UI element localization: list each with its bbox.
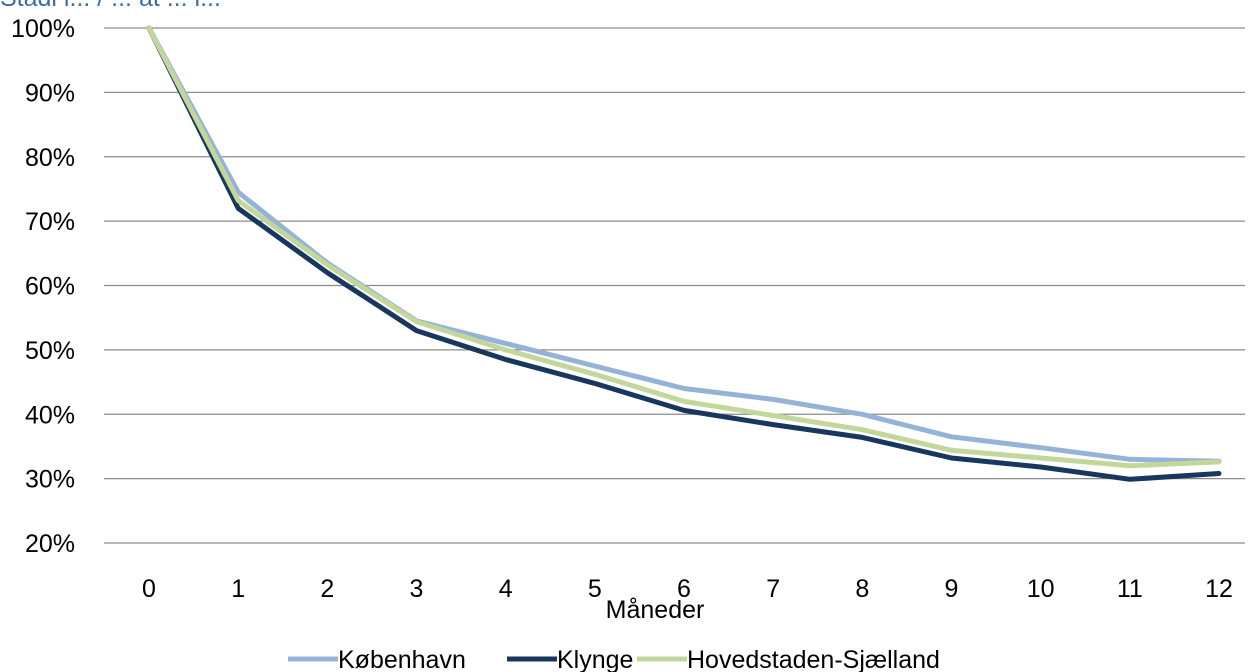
x-axis-tick-labels: 0 1 2 3 4 5 6 7 8 9 10 11 12	[142, 575, 1233, 603]
y-tick-label: 50%	[25, 337, 75, 365]
legend: København Klynge Hovedstaden-Sjælland	[288, 646, 940, 672]
legend-label: Hovedstaden-Sjælland	[687, 646, 940, 672]
x-tick-label: 9	[945, 575, 959, 603]
legend-label: Klynge	[557, 646, 633, 672]
y-axis-tick-labels: 20% 30% 40% 50% 60% 70% 80% 90% 100%	[11, 15, 75, 558]
y-tick-label: 30%	[25, 466, 75, 494]
x-tick-label: 8	[855, 575, 869, 603]
y-tick-label: 70%	[25, 208, 75, 236]
legend-label: København	[338, 646, 466, 672]
y-tick-label: 20%	[25, 530, 75, 558]
series-line	[146, 25, 1222, 482]
x-tick-label: 3	[410, 575, 424, 603]
x-tick-label: 1	[231, 575, 245, 603]
x-axis-title: Måneder	[606, 596, 705, 624]
gridlines	[104, 27, 1245, 544]
y-tick-label: 100%	[11, 15, 75, 43]
y-tick-label: 60%	[25, 273, 75, 301]
y-tick-label: 40%	[25, 401, 75, 429]
x-tick-label: 6	[677, 575, 691, 603]
top-partial-text: Stadi i... / ... at ... i...	[0, 0, 221, 12]
x-tick-label: 7	[766, 575, 780, 603]
x-tick-label: 0	[142, 575, 156, 603]
x-tick-label: 12	[1205, 575, 1233, 603]
y-tick-label: 90%	[25, 79, 75, 107]
x-tick-label: 10	[1027, 575, 1055, 603]
x-tick-label: 5	[588, 575, 602, 603]
series-line	[146, 25, 1222, 469]
y-tick-label: 80%	[25, 144, 75, 172]
series-lines	[146, 25, 1222, 482]
x-tick-label: 4	[499, 575, 513, 603]
x-tick-label: 2	[320, 575, 334, 603]
x-tick-label: 11	[1117, 575, 1143, 603]
